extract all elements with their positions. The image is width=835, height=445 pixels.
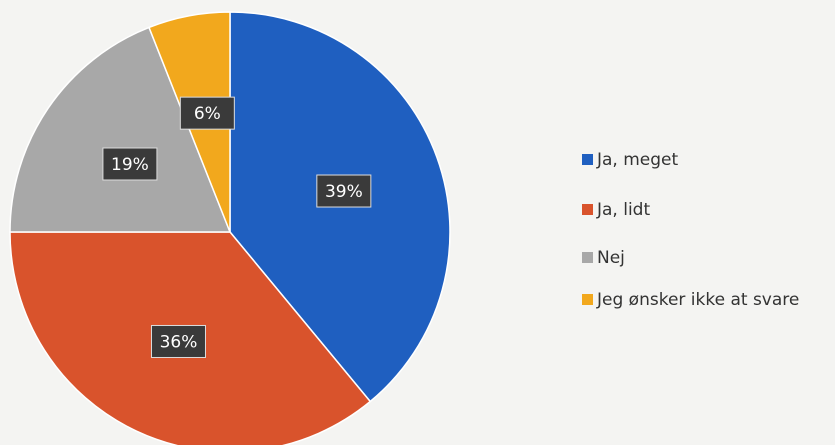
legend-label: Ja, meget bbox=[596, 150, 679, 170]
data-label-box bbox=[150, 324, 206, 358]
data-label-box bbox=[179, 96, 235, 130]
data-label-box bbox=[102, 147, 158, 181]
legend-label: Jeg ønsker ikke at svare bbox=[596, 290, 799, 310]
legend-swatch bbox=[582, 294, 593, 305]
legend-label: Nej bbox=[597, 248, 625, 268]
data-label: 36% bbox=[160, 332, 198, 352]
data-label: 6% bbox=[194, 104, 221, 124]
pie-slice bbox=[9, 26, 232, 233]
data-label: 39% bbox=[325, 182, 363, 202]
legend-swatch bbox=[582, 252, 593, 263]
data-label: 19% bbox=[111, 155, 149, 175]
legend-swatch bbox=[582, 204, 593, 215]
legend-label: Ja, lidt bbox=[596, 200, 650, 220]
legend-swatch bbox=[582, 154, 593, 165]
data-label-box bbox=[316, 174, 372, 208]
